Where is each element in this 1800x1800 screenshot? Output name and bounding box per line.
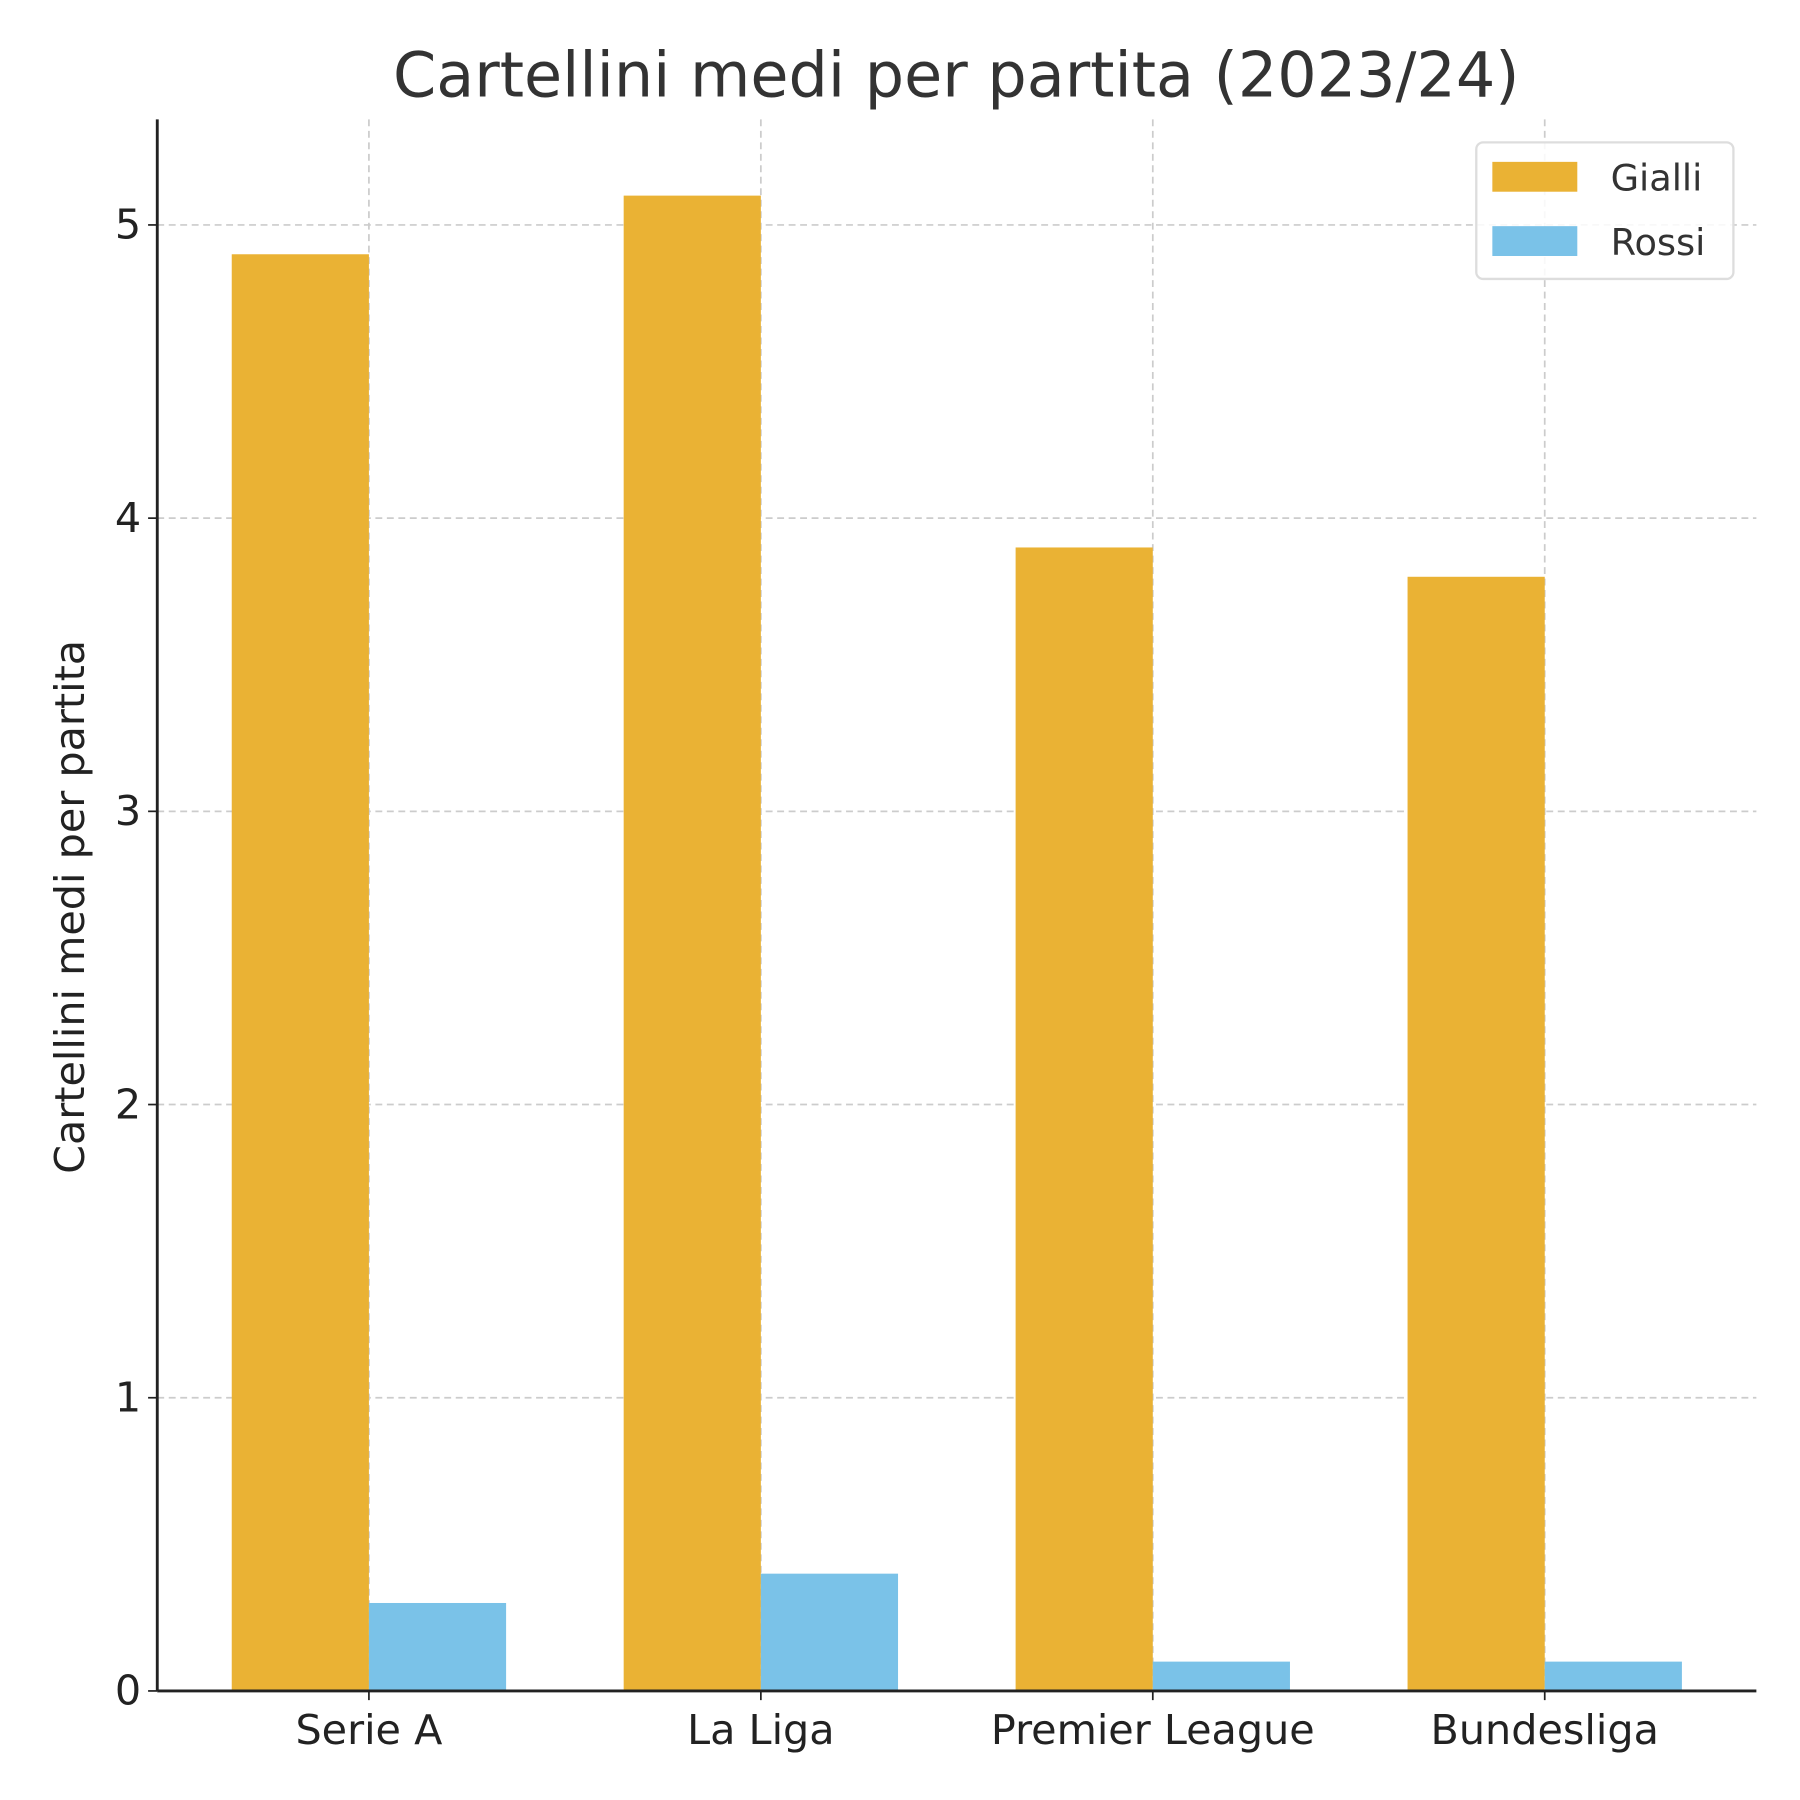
bars [231, 195, 1682, 1691]
bar-gialli-la-liga [623, 195, 761, 1691]
y-tick-label: 0 [115, 1667, 141, 1715]
legend-swatch-rossi [1492, 226, 1578, 256]
y-tick-label: 2 [115, 1080, 141, 1128]
x-tick-label: La Liga [687, 1706, 835, 1754]
x-tick-label: Premier League [991, 1706, 1315, 1754]
y-tick-label: 4 [115, 494, 141, 542]
bar-rossi-bundesliga [1544, 1661, 1682, 1691]
axes: 0 1 2 3 4 5 Serie A La Liga Premier League Bundes… [115, 119, 1757, 1754]
chart-title: Cartellini medi per partita (2023/24) [393, 38, 1519, 111]
y-tick-label: 5 [115, 201, 141, 249]
legend-label-rossi: Rossi [1611, 221, 1706, 264]
x-tick-label: Serie A [295, 1706, 442, 1754]
bar-rossi-serie-a [368, 1602, 507, 1691]
y-axis-label: Cartellini medi per partita [46, 640, 94, 1174]
legend-label-gialli: Gialli [1611, 157, 1703, 200]
legend: Gialli Rossi [1475, 141, 1735, 281]
bar-rossi-la-liga [760, 1573, 899, 1691]
y-tick-label: 1 [115, 1374, 141, 1422]
legend-swatch-gialli [1492, 161, 1578, 192]
bar-gialli-bundesliga [1407, 576, 1545, 1691]
bar-gialli-premier-league [1015, 547, 1153, 1691]
y-tick-label: 3 [115, 787, 141, 835]
bar-rossi-premier-league [1152, 1661, 1290, 1691]
bar-gialli-serie-a [231, 254, 369, 1691]
x-tick-label: Bundesliga [1431, 1706, 1659, 1754]
